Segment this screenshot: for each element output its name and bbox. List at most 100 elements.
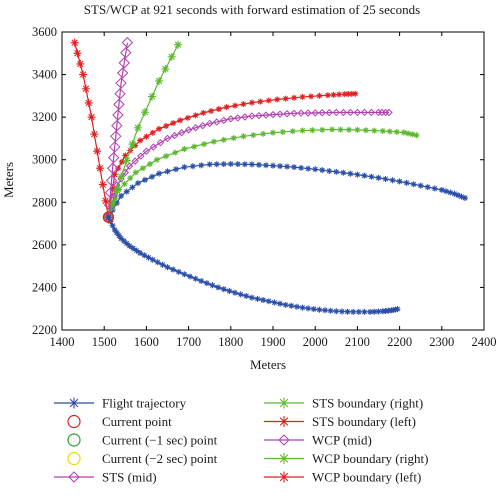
series-flight-trajectory-upper (105, 160, 469, 221)
data-point (121, 36, 134, 49)
data-point (164, 168, 171, 175)
data-point (350, 308, 357, 315)
data-point (289, 128, 296, 135)
x-tick-label: 2100 (345, 335, 370, 349)
data-point (297, 109, 305, 117)
data-point (385, 108, 393, 117)
x-tick-label: 2000 (303, 335, 328, 349)
legend-label: Current (−2 sec) point (102, 451, 218, 466)
data-point (443, 188, 450, 195)
data-point (191, 143, 198, 150)
data-point (79, 70, 88, 79)
data-point (232, 289, 239, 296)
legend-label: Current (−1 sec) point (102, 433, 218, 448)
data-point (240, 101, 247, 108)
series-line (74, 42, 110, 218)
y-tick-label: 3400 (32, 68, 57, 82)
legend: Flight trajectory Current point Current (−… (54, 396, 429, 485)
legend-label: STS boundary (left) (312, 414, 416, 429)
data-point (337, 126, 344, 133)
data-point (237, 291, 244, 298)
data-point (95, 164, 104, 173)
data-point (270, 129, 276, 136)
data-point (325, 108, 333, 117)
data-point (143, 133, 150, 140)
data-point (438, 186, 445, 193)
data-point (115, 186, 122, 193)
data-point (127, 175, 134, 182)
data-point (220, 161, 227, 168)
data-point (389, 177, 396, 184)
data-point (149, 129, 156, 136)
data-point (111, 226, 118, 233)
data-point (114, 88, 126, 100)
data-point (201, 141, 208, 148)
data-point (172, 149, 179, 156)
y-tick-label: 3000 (32, 153, 57, 167)
data-point (396, 178, 403, 185)
data-point (354, 126, 361, 133)
legend-entry: WCP (mid) (264, 433, 372, 448)
data-point (262, 162, 269, 169)
series-flight-trajectory (105, 214, 401, 315)
data-point (220, 286, 227, 293)
x-tick-label: 1600 (134, 335, 159, 349)
data-point (113, 98, 125, 111)
legend-swatch-marker (278, 397, 290, 409)
data-point (87, 113, 96, 122)
data-point (112, 195, 119, 202)
data-point (241, 113, 249, 121)
data-point (361, 172, 368, 179)
data-point (293, 303, 300, 310)
data-point (277, 300, 284, 307)
data-point (232, 102, 239, 109)
data-point (250, 132, 257, 139)
legend-entry: Current (−1 sec) point (67, 433, 218, 448)
data-point (109, 141, 121, 153)
data-point (106, 162, 119, 174)
data-point (318, 109, 326, 117)
data-point (134, 180, 141, 187)
data-point (170, 266, 177, 273)
data-point (462, 195, 469, 202)
data-point (132, 142, 139, 149)
data-point (326, 167, 333, 174)
data-point (175, 268, 182, 275)
data-point (149, 256, 156, 263)
data-point (341, 91, 348, 98)
data-point (163, 153, 170, 160)
data-point (73, 49, 82, 58)
data-point (116, 67, 129, 79)
data-point (352, 90, 359, 97)
data-point (330, 91, 337, 98)
series-wcp-mid (102, 36, 134, 223)
series-layer (70, 36, 469, 315)
data-point (128, 140, 137, 149)
data-point (93, 147, 102, 156)
data-point (192, 275, 199, 282)
legend-swatch-marker (278, 434, 290, 446)
legend-label: WCP boundary (right) (312, 451, 429, 466)
data-point (210, 138, 217, 145)
chart-title: STS/WCP at 921 seconds with forward esti… (84, 2, 420, 17)
data-point (316, 92, 323, 99)
data-point (163, 123, 170, 130)
plot-frame (61, 31, 485, 331)
data-point (382, 176, 389, 183)
legend-swatch-marker (67, 451, 81, 466)
data-point (223, 104, 230, 111)
data-point (243, 293, 250, 300)
series-line (107, 128, 417, 218)
data-point (260, 130, 267, 137)
data-point (345, 126, 352, 133)
x-tick-label: 1700 (176, 335, 201, 349)
y-axis: 2200 2400 2600 2800 3000 3200 3400 3600 (32, 25, 484, 337)
data-point (227, 115, 235, 123)
series-wcp-boundary-right (104, 40, 183, 222)
data-point (298, 164, 305, 171)
data-point (167, 52, 176, 61)
series-line (107, 93, 356, 218)
data-point (327, 307, 334, 314)
legend-swatch-marker (68, 397, 80, 409)
data-point (105, 174, 118, 187)
